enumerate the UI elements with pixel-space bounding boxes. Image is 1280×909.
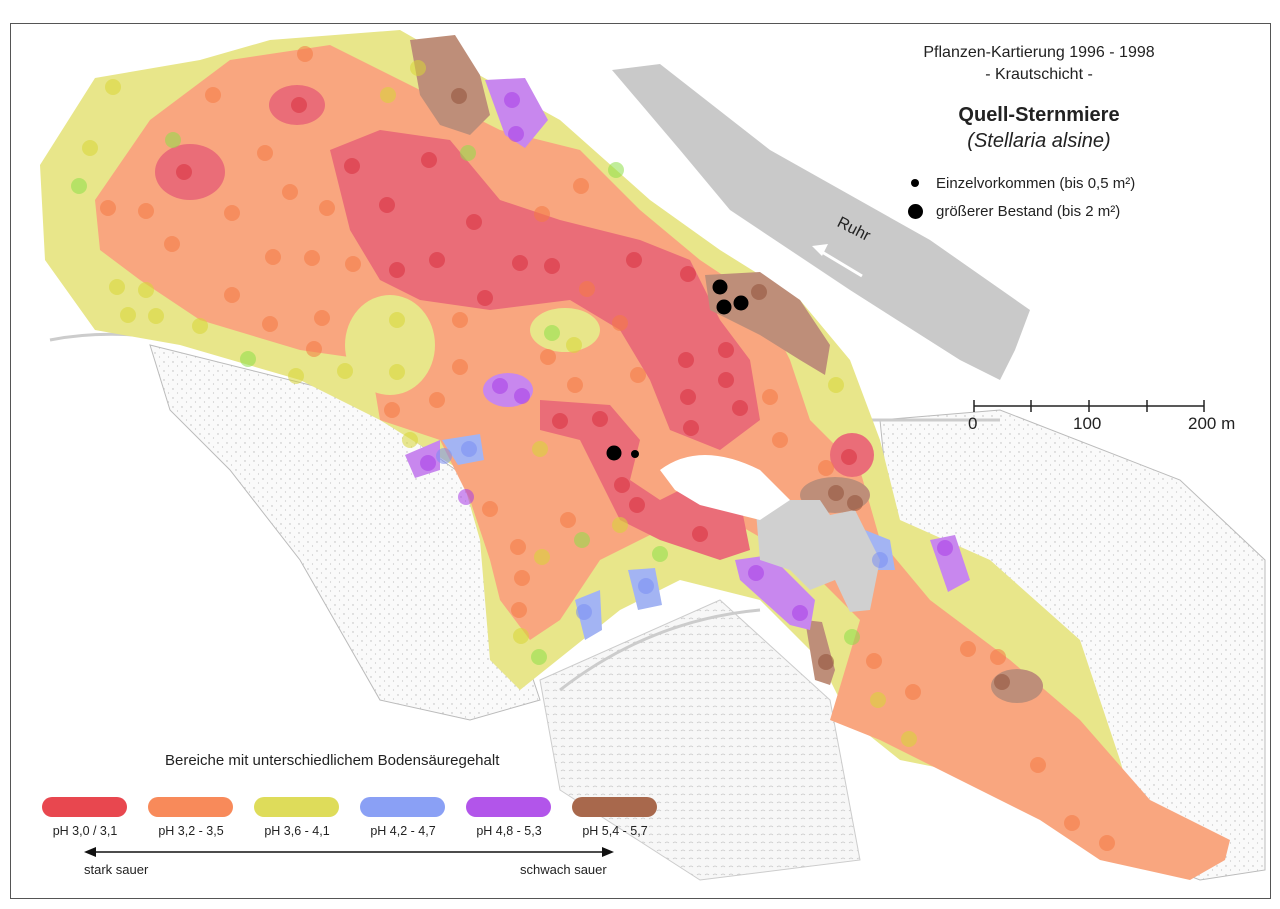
legend-symbol-large: größerer Bestand (bis 2 m²) <box>902 199 1120 223</box>
species-occurrences <box>606 279 749 461</box>
scale-bar <box>973 400 1205 412</box>
zone-ph-4-8-north <box>485 78 548 148</box>
river-ruhr <box>612 64 1030 380</box>
legend-title: Bereiche mit unterschiedlichem Bodensäur… <box>165 752 500 769</box>
small-dot-icon <box>911 179 919 187</box>
survey-title: Pflanzen-Kartierung 1996 - 1998 <box>923 44 1155 61</box>
legend-swatch-1 <box>148 797 233 817</box>
legend-symbol-label: größerer Bestand (bis 2 m²) <box>936 202 1121 220</box>
sample-points <box>71 46 1115 851</box>
road-inner <box>660 455 790 520</box>
legend-class-label: pH 3,0 / 3,1 <box>52 824 118 838</box>
map-frame <box>10 23 1271 899</box>
legend-class-label: pH 3,6 - 4,1 <box>264 824 330 838</box>
legend-swatch-2 <box>254 797 339 817</box>
legend-swatch-5 <box>572 797 657 817</box>
legend-swatch-0 <box>42 797 127 817</box>
legend-class-label: pH 4,2 - 4,7 <box>370 824 436 838</box>
legend-swatch-3 <box>360 797 445 817</box>
species-title: Quell-Sternmiere <box>958 104 1120 126</box>
layer-title: - Krautschicht - <box>985 66 1093 83</box>
legend-swatch-4 <box>466 797 551 817</box>
zone-ph-3-0-south <box>540 400 750 560</box>
legend-class-label: pH 4,8 - 5,3 <box>476 824 542 838</box>
legend-symbol-single: Einzelvorkommen (bis 0,5 m²) <box>902 171 1135 195</box>
zone-ph-3-6-patch <box>345 295 435 395</box>
species-latin-name: (Stellaria alsine) <box>967 130 1111 152</box>
zone-ph-5-4-north <box>410 35 490 135</box>
scale-label-0: 0 <box>968 414 978 433</box>
river-flow-arrow <box>821 250 863 278</box>
legend-class-label: pH 5,4 - 5,7 <box>582 824 648 838</box>
zone-ph-3-0-center <box>330 130 760 450</box>
zone-ph-3-6-patch-2 <box>530 308 600 352</box>
building-complex <box>755 500 880 612</box>
scale-label-200: 200 m <box>1188 414 1236 433</box>
legend-symbol-label: Einzelvorkommen (bis 0,5 m²) <box>936 174 1136 192</box>
arrow-left-label: stark sauer <box>84 862 149 877</box>
large-dot-icon <box>907 203 923 219</box>
scale-label-100: 100 <box>1073 414 1102 433</box>
legend-class-label: pH 3,2 - 3,5 <box>158 824 224 838</box>
arrow-right-label: schwach sauer <box>520 862 607 877</box>
acidity-arrow <box>84 847 614 857</box>
